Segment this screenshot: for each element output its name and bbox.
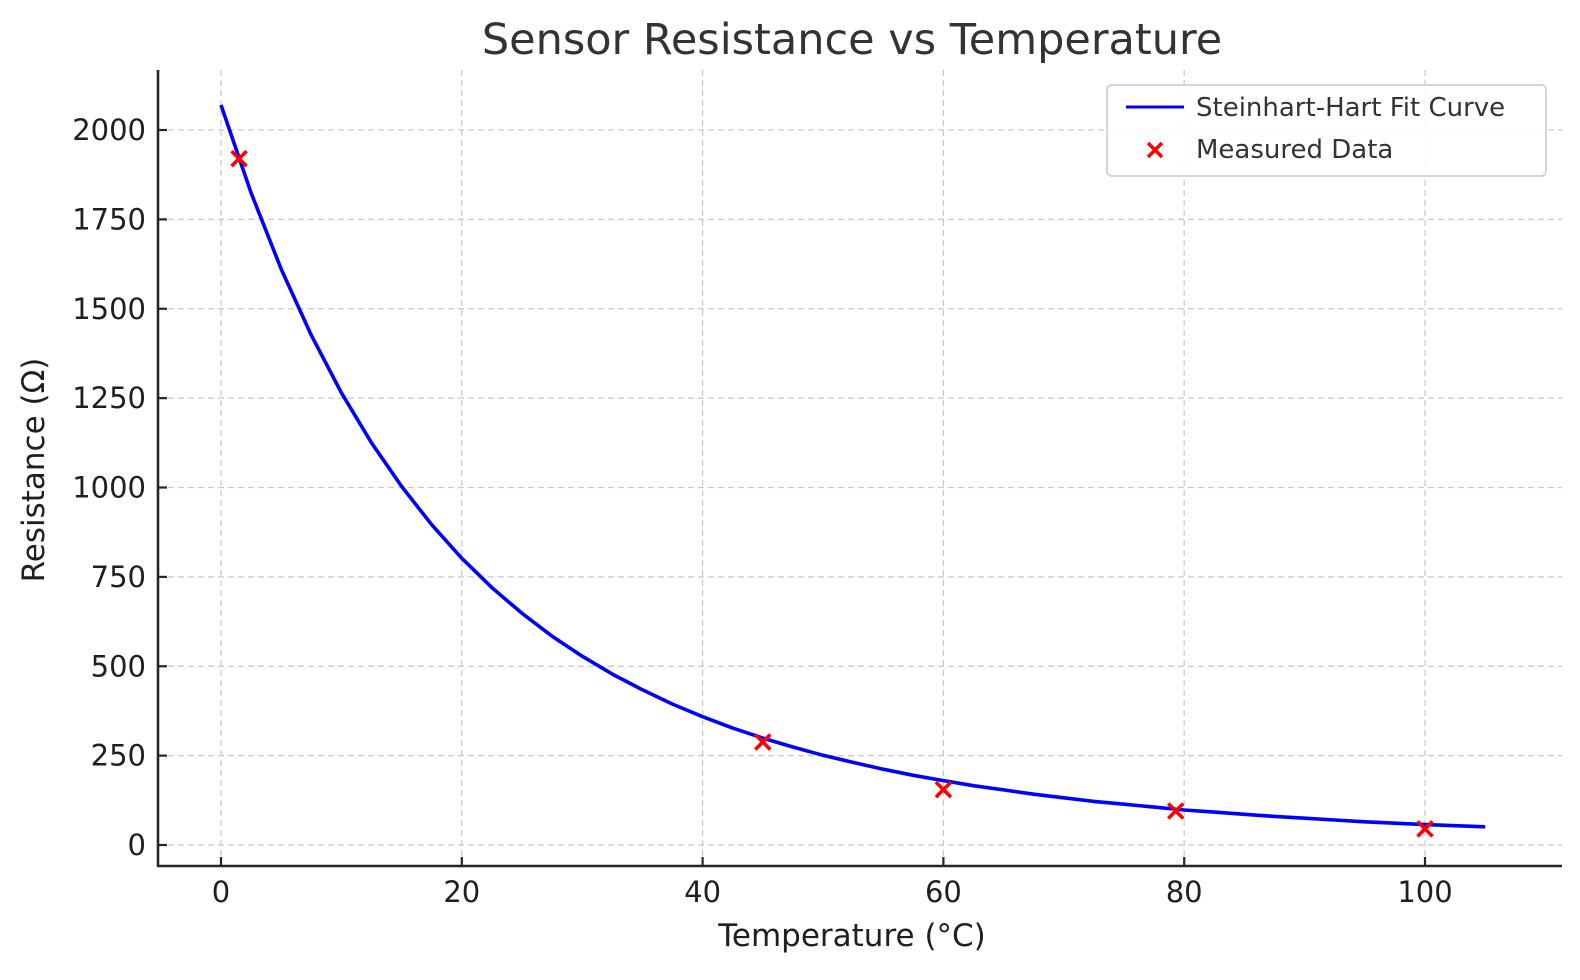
legend: Steinhart-Hart Fit Curve Measured Data xyxy=(1106,84,1547,177)
x-marker-stroke xyxy=(754,733,772,751)
x-tick-label: 100 xyxy=(1397,875,1452,909)
y-tick-label: 1000 xyxy=(72,471,146,505)
y-tick-label: 250 xyxy=(91,739,146,773)
x-tick-label: 60 xyxy=(925,875,962,909)
y-tick-label: 1500 xyxy=(72,292,146,326)
measured-data-point xyxy=(230,149,248,168)
x-marker-stroke xyxy=(230,149,248,168)
y-gridlines xyxy=(158,129,1562,846)
y-tick-label: 1750 xyxy=(72,202,146,236)
y-axis-ticks: 0 250 500 750 1000 1250 1500 1750 2000 xyxy=(72,113,167,862)
x-axis-ticks: 0 20 40 60 80 100 xyxy=(212,857,1453,909)
legend-frame xyxy=(1106,84,1547,177)
legend-x-marker-icon xyxy=(1146,141,1164,159)
x-marker-stroke xyxy=(934,780,953,799)
x-gridlines xyxy=(220,70,1426,866)
measured-data-point xyxy=(754,733,772,751)
x-tick-label: 0 xyxy=(212,875,230,909)
x-marker-stroke xyxy=(1416,820,1434,838)
x-tick-label: 20 xyxy=(443,875,480,909)
fit-curve-series xyxy=(219,104,1486,829)
y-tick-label: 500 xyxy=(91,649,146,683)
x-tick-label: 80 xyxy=(1166,875,1203,909)
y-tick-label: 1250 xyxy=(72,381,146,415)
x-axis-label: Temperature (°C) xyxy=(717,918,986,954)
measured-data-point xyxy=(934,780,953,799)
y-tick-label: 2000 xyxy=(72,113,146,147)
fit-curve-line xyxy=(219,104,1486,829)
x-marker-stroke xyxy=(1166,802,1185,820)
legend-label-measured-data: Measured Data xyxy=(1196,135,1393,165)
measured-data-point xyxy=(1416,820,1434,838)
chart-title: Sensor Resistance vs Temperature xyxy=(482,15,1222,65)
y-axis-label: Resistance (Ω) xyxy=(16,358,52,583)
legend-label-fit-curve: Steinhart-Hart Fit Curve xyxy=(1196,93,1505,123)
y-tick-label: 0 xyxy=(128,828,146,862)
y-tick-label: 750 xyxy=(91,560,146,594)
measured-data-point xyxy=(1166,802,1185,820)
x-tick-label: 40 xyxy=(684,875,721,909)
measured-data-series xyxy=(230,149,1434,838)
